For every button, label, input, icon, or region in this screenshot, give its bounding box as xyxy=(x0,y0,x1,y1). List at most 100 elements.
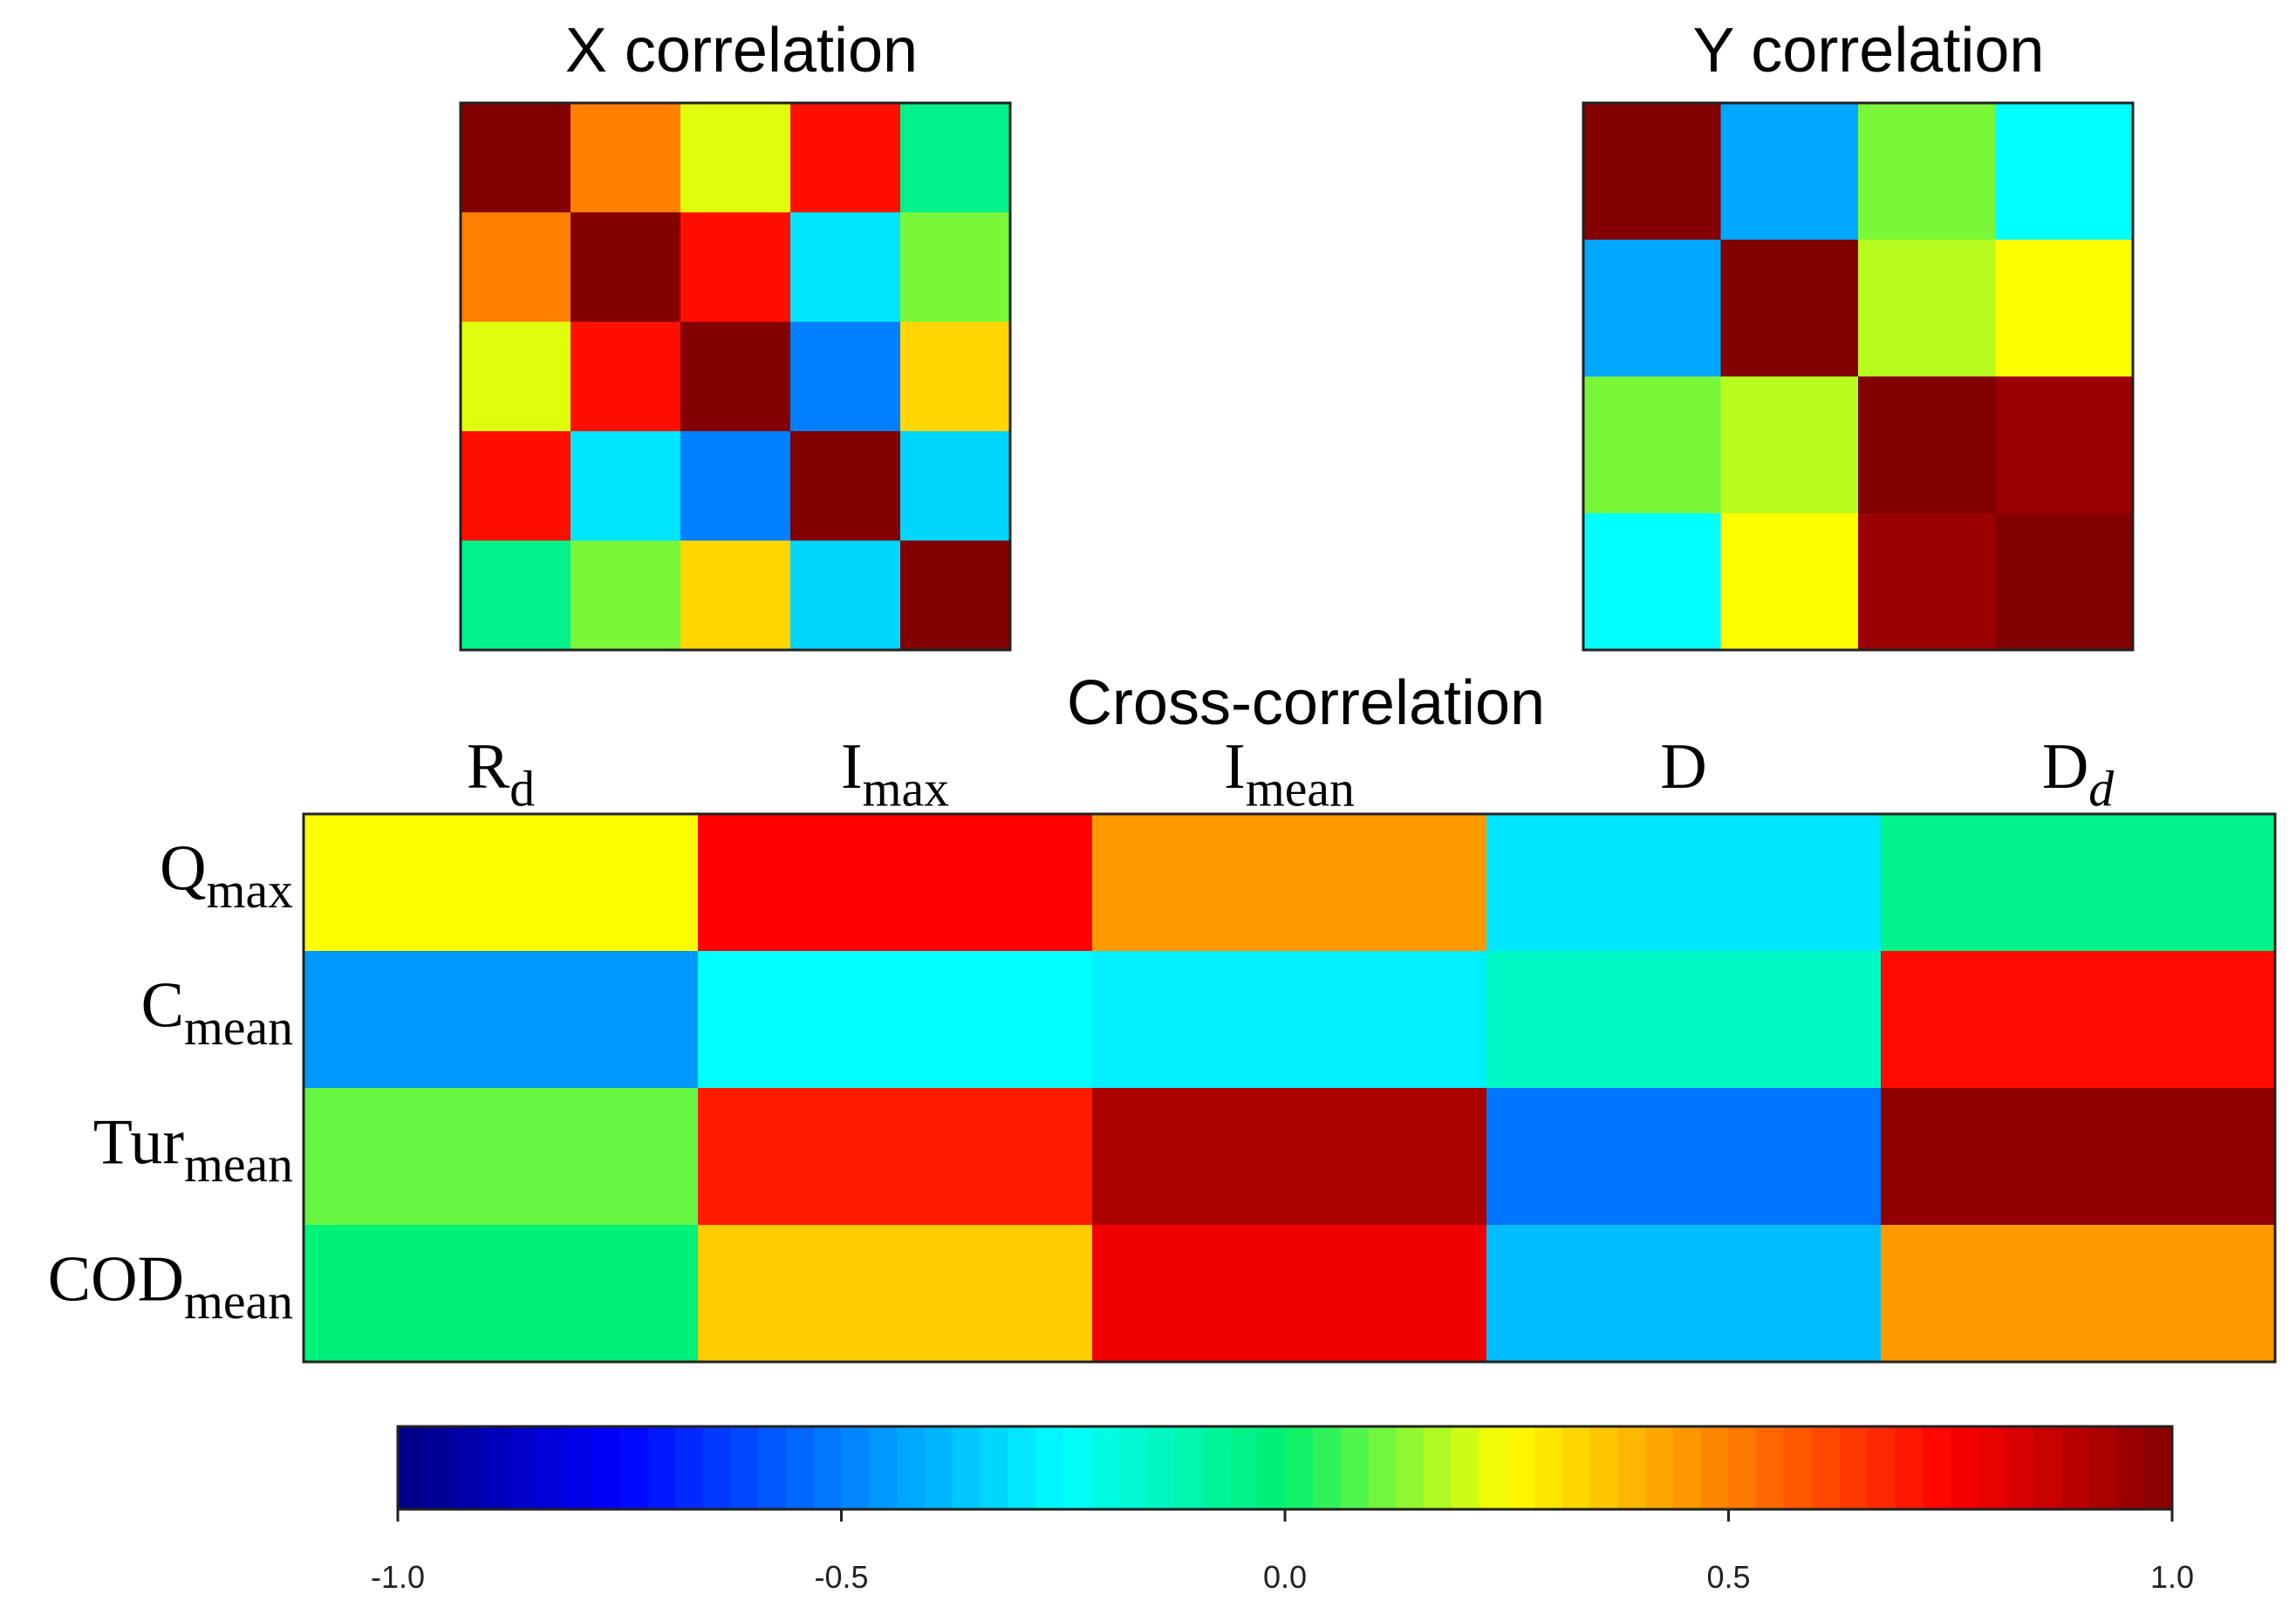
y-correlation-cell-r3-c4 xyxy=(1996,377,2134,514)
cross-correlation-cell-r1-c5 xyxy=(1881,814,2276,952)
colorbar-step-13 xyxy=(730,1426,759,1509)
cross-correlation-cell-r4-c1 xyxy=(304,1225,699,1363)
y-correlation-cell-r4-c1 xyxy=(1583,513,1721,650)
colorbar-step-43 xyxy=(1562,1426,1591,1509)
colorbar-step-16 xyxy=(814,1426,843,1509)
colorbar-step-26 xyxy=(1091,1426,1120,1509)
cross-correlation-heatmap: Cross-correlation Rd Imax Imean D Dd Qmax Cme… xyxy=(48,668,2276,1363)
correlation-figure: X correlation Y correlation Cross-correl… xyxy=(0,0,2296,1614)
cross-correlation-cell-r2-c4 xyxy=(1486,951,1882,1089)
cross-correlation-cell-r1-c4 xyxy=(1486,814,1882,952)
column-label-5: Dd xyxy=(2042,731,2114,817)
cross-correlation-cell-r3-c5 xyxy=(1881,1088,2276,1226)
y-correlation-cell-r1-c2 xyxy=(1721,103,1859,240)
colorbar-step-39 xyxy=(1452,1426,1480,1509)
colorbar-step-56 xyxy=(1923,1426,1951,1509)
colorbar-step-52 xyxy=(1812,1426,1841,1509)
cross-correlation-cell-r1-c3 xyxy=(1092,814,1487,952)
x-correlation-cell-r3-c5 xyxy=(900,322,1011,432)
colorbar-step-29 xyxy=(1174,1426,1203,1509)
x-correlation-cell-r4-c3 xyxy=(680,431,791,541)
y-correlation-cell-r2-c1 xyxy=(1583,240,1721,377)
x-correlation-cell-r5-c4 xyxy=(790,541,901,651)
colorbar-step-45 xyxy=(1617,1426,1646,1509)
x-correlation-cell-r2-c5 xyxy=(900,212,1011,322)
x-correlation-cell-r3-c1 xyxy=(461,322,571,432)
x-correlation-cell-r1-c1 xyxy=(461,103,571,213)
colorbar-step-20 xyxy=(925,1426,953,1509)
colorbar-tick-label-2: -0.5 xyxy=(814,1559,868,1595)
colorbar-step-48 xyxy=(1701,1426,1730,1509)
x-correlation-cell-r5-c3 xyxy=(680,541,791,651)
x-correlation-cell-r4-c1 xyxy=(461,431,571,541)
colorbar-step-6 xyxy=(536,1426,565,1509)
colorbar-step-8 xyxy=(591,1426,620,1509)
column-label-4: D xyxy=(1660,731,1706,803)
colorbar-step-40 xyxy=(1479,1426,1507,1509)
colorbar-tick-label-4: 0.5 xyxy=(1706,1559,1750,1595)
colorbar-step-23 xyxy=(1008,1426,1036,1509)
colorbar-step-15 xyxy=(786,1426,815,1509)
colorbar-step-3 xyxy=(454,1426,482,1509)
colorbar-step-12 xyxy=(703,1426,732,1509)
colorbar-step-19 xyxy=(897,1426,926,1509)
colorbar-step-54 xyxy=(1867,1426,1896,1509)
colorbar-step-2 xyxy=(426,1426,454,1509)
colorbar-step-35 xyxy=(1341,1426,1370,1509)
y-correlation-cell-r3-c1 xyxy=(1583,377,1721,514)
colorbar-step-61 xyxy=(2061,1426,2090,1509)
colorbar-step-4 xyxy=(481,1426,509,1509)
y-correlation-cell-r2-c4 xyxy=(1996,240,2134,377)
x-correlation-cell-r4-c5 xyxy=(900,431,1011,541)
colorbar-step-21 xyxy=(953,1426,981,1509)
colorbar-step-18 xyxy=(869,1426,898,1509)
x-correlation-cell-r1-c4 xyxy=(790,103,901,213)
colorbar-step-55 xyxy=(1895,1426,1924,1509)
y-correlation-cell-r1-c3 xyxy=(1858,103,1996,240)
colorbar-step-24 xyxy=(1035,1426,1064,1509)
colorbar-step-60 xyxy=(2033,1426,2062,1509)
cross-correlation-cell-r3-c1 xyxy=(304,1088,699,1226)
column-label-3: Imean xyxy=(1224,731,1355,817)
row-label-3: Turmean xyxy=(93,1107,293,1193)
x-correlation-cell-r2-c3 xyxy=(680,212,791,322)
colorbar-step-10 xyxy=(647,1426,676,1509)
y-correlation-cell-r1-c4 xyxy=(1996,103,2134,240)
column-label-1: Rd xyxy=(467,731,535,817)
x-correlation-cell-r2-c2 xyxy=(571,212,681,322)
x-correlation-cell-r1-c5 xyxy=(900,103,1011,213)
colorbar-step-36 xyxy=(1368,1426,1397,1509)
colorbar-step-9 xyxy=(619,1426,648,1509)
colorbar-step-17 xyxy=(842,1426,871,1509)
x-correlation-cell-r4-c2 xyxy=(571,431,681,541)
cross-correlation-cell-r2-c5 xyxy=(1881,951,2276,1089)
x-correlation-cell-r1-c3 xyxy=(680,103,791,213)
y-correlation-cell-r2-c2 xyxy=(1721,240,1859,377)
colorbar-tick-label-1: -1.0 xyxy=(371,1559,425,1595)
colorbar-step-57 xyxy=(1951,1426,1979,1509)
colorbar-step-46 xyxy=(1645,1426,1674,1509)
y-correlation-cell-r4-c3 xyxy=(1858,513,1996,650)
cross-correlation-cell-r3-c3 xyxy=(1092,1088,1487,1226)
x-correlation-heatmap: X correlation xyxy=(461,16,1011,651)
colorbar-step-7 xyxy=(564,1426,593,1509)
colorbar-step-33 xyxy=(1285,1426,1314,1509)
colorbar-step-63 xyxy=(2116,1426,2145,1509)
cross-correlation-cell-r3-c4 xyxy=(1486,1088,1882,1226)
colorbar-step-64 xyxy=(2144,1426,2173,1509)
y-correlation-cell-r3-c2 xyxy=(1721,377,1859,514)
cross-correlation-cell-r1-c1 xyxy=(304,814,699,952)
y-correlation-cell-r2-c3 xyxy=(1858,240,1996,377)
row-label-4: CODmean xyxy=(48,1244,293,1330)
colorbar-tick-label-3: 0.0 xyxy=(1263,1559,1307,1595)
x-correlation-cell-r3-c4 xyxy=(790,322,901,432)
colorbar: -1.0 -0.5 0.0 0.5 1.0 xyxy=(371,1426,2194,1595)
x-correlation-cell-r2-c4 xyxy=(790,212,901,322)
colorbar-step-53 xyxy=(1840,1426,1869,1509)
y-correlation-cell-r4-c2 xyxy=(1721,513,1859,650)
colorbar-step-5 xyxy=(509,1426,537,1509)
colorbar-step-30 xyxy=(1202,1426,1231,1509)
colorbar-step-22 xyxy=(980,1426,1008,1509)
y-correlation-heatmap: Y correlation xyxy=(1583,16,2134,651)
x-correlation-cell-r4-c4 xyxy=(790,431,901,541)
